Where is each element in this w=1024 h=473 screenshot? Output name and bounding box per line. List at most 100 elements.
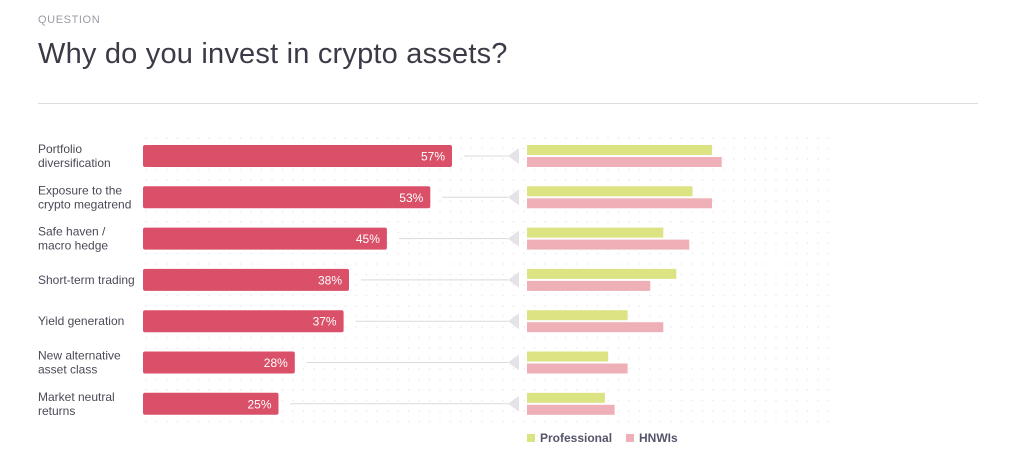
grid-dot bbox=[313, 221, 315, 223]
grid-dot bbox=[743, 147, 746, 150]
grid-dot bbox=[775, 357, 777, 360]
grid-dot bbox=[691, 368, 693, 370]
grid-dot bbox=[670, 336, 672, 339]
grid-dot bbox=[533, 336, 536, 339]
grid-dot bbox=[323, 221, 326, 223]
grid-dot bbox=[733, 315, 735, 318]
grid-dot bbox=[397, 315, 399, 318]
page-title: Why do you invest in crypto assets? bbox=[38, 38, 508, 70]
grid-dot bbox=[355, 294, 357, 297]
grid-dot bbox=[764, 221, 767, 223]
grid-dot bbox=[302, 347, 305, 349]
grid-dot bbox=[481, 389, 483, 391]
grid-dot bbox=[418, 420, 420, 423]
grid-dot bbox=[533, 305, 536, 307]
grid-dot bbox=[649, 221, 651, 223]
grid-dot bbox=[638, 210, 641, 213]
grid-dot bbox=[323, 263, 326, 265]
grid-dot bbox=[449, 305, 452, 307]
grid-dot bbox=[722, 147, 725, 150]
grid-dot bbox=[218, 252, 221, 255]
grid-dot bbox=[481, 179, 483, 181]
grid-dot bbox=[491, 410, 494, 412]
grid-dot bbox=[502, 378, 504, 381]
grid-dot bbox=[323, 336, 326, 339]
grid-dot bbox=[386, 305, 389, 307]
grid-dot bbox=[439, 210, 441, 213]
grid-dot bbox=[680, 221, 683, 223]
grid-dot bbox=[334, 420, 336, 423]
grid-dot bbox=[701, 315, 704, 318]
grid-dot bbox=[407, 326, 410, 328]
grid-dot bbox=[523, 137, 525, 139]
grid-dot bbox=[796, 294, 798, 297]
grid-dot bbox=[628, 368, 630, 370]
grid-dot bbox=[722, 420, 725, 423]
grid-dot bbox=[502, 168, 504, 171]
grid-dot bbox=[323, 305, 326, 307]
grid-dot bbox=[586, 168, 588, 171]
grid-dot bbox=[292, 168, 294, 171]
grid-dot bbox=[260, 420, 263, 423]
grid-dot bbox=[680, 179, 683, 181]
grid-dot bbox=[344, 168, 347, 171]
grid-dot bbox=[596, 263, 599, 265]
grid-dot bbox=[449, 420, 452, 423]
grid-dot bbox=[638, 168, 641, 171]
grid-dot bbox=[523, 326, 525, 328]
grid-dot bbox=[743, 378, 746, 381]
grid-dot bbox=[407, 179, 410, 181]
grid-dot bbox=[145, 179, 147, 181]
category-label: Exposure to the bbox=[38, 183, 122, 197]
grid-dot bbox=[239, 378, 242, 381]
grid-dot bbox=[628, 420, 630, 423]
grid-dot bbox=[260, 179, 263, 181]
grid-dot bbox=[544, 137, 546, 139]
grid-dot bbox=[470, 284, 473, 286]
grid-dot bbox=[607, 263, 609, 265]
grid-dot bbox=[796, 179, 798, 181]
grid-dot bbox=[670, 399, 672, 402]
grid-dot bbox=[239, 252, 242, 255]
grid-dot bbox=[712, 200, 714, 202]
grid-dot bbox=[754, 420, 756, 423]
grid-dot bbox=[712, 378, 714, 381]
grid-dot bbox=[701, 137, 704, 139]
grid-dot bbox=[229, 168, 231, 171]
grid-dot bbox=[775, 168, 777, 171]
grid-dot bbox=[271, 210, 273, 213]
grid-dot bbox=[460, 389, 462, 391]
grid-dot bbox=[586, 378, 588, 381]
grid-dot bbox=[355, 305, 357, 307]
grid-dot bbox=[659, 210, 662, 213]
grid-dot bbox=[544, 252, 546, 255]
grid-dot bbox=[176, 420, 179, 423]
grid-dot bbox=[470, 357, 473, 360]
grid-dot bbox=[680, 368, 683, 370]
grid-dot bbox=[554, 420, 557, 423]
grid-dot bbox=[491, 305, 494, 307]
grid-dot bbox=[775, 294, 777, 297]
grid-dot bbox=[712, 357, 714, 360]
professional-bar bbox=[527, 145, 712, 155]
grid-dot bbox=[764, 137, 767, 139]
grid-dot bbox=[365, 221, 368, 223]
grid-dot bbox=[733, 252, 735, 255]
grid-dot bbox=[292, 294, 294, 297]
grid-dot bbox=[313, 294, 315, 297]
grid-dot bbox=[407, 168, 410, 171]
grid-dot bbox=[817, 200, 819, 202]
grid-dot bbox=[145, 420, 147, 423]
grid-dot bbox=[806, 294, 809, 297]
grid-dot bbox=[743, 420, 746, 423]
grid-dot bbox=[617, 168, 620, 171]
grid-dot bbox=[722, 200, 725, 202]
grid-dot bbox=[418, 368, 420, 370]
grid-dot bbox=[439, 284, 441, 286]
grid-dot bbox=[743, 158, 746, 160]
grid-dot bbox=[281, 179, 284, 181]
grid-dot bbox=[250, 347, 252, 349]
grid-dot bbox=[386, 273, 389, 276]
